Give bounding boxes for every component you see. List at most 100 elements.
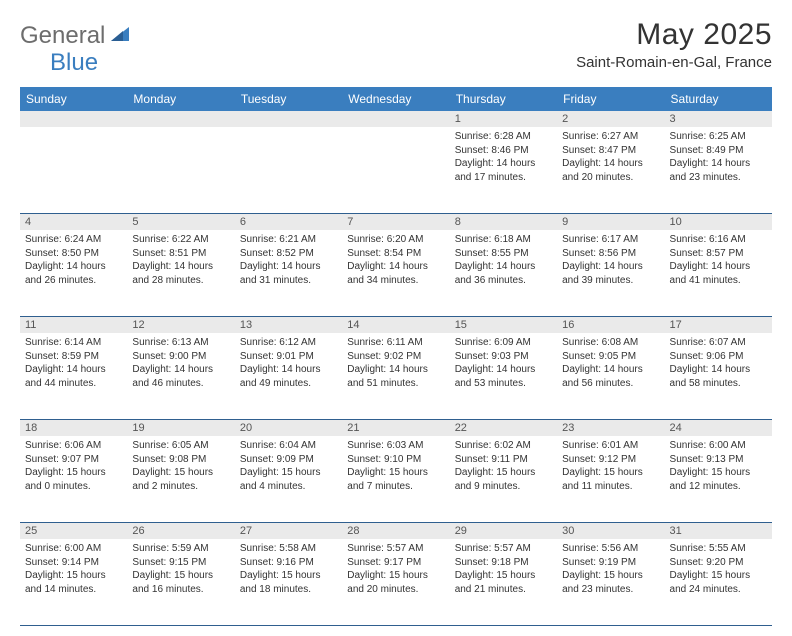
week-row: Sunrise: 6:14 AMSunset: 8:59 PMDaylight:… — [20, 333, 772, 420]
sunset-text: Sunset: 8:55 PM — [455, 247, 552, 261]
day-number: 22 — [450, 420, 557, 436]
daylight-text-2: and 36 minutes. — [455, 274, 552, 288]
brand-mark-icon — [109, 23, 131, 50]
sunset-text: Sunset: 9:18 PM — [455, 556, 552, 570]
daylight-text-1: Daylight: 14 hours — [670, 157, 767, 171]
week-row: Sunrise: 6:00 AMSunset: 9:14 PMDaylight:… — [20, 539, 772, 626]
day-number: 6 — [235, 214, 342, 230]
daylight-text-2: and 9 minutes. — [455, 480, 552, 494]
day-cell: Sunrise: 6:11 AMSunset: 9:02 PMDaylight:… — [342, 333, 449, 419]
daylight-text-2: and 18 minutes. — [240, 583, 337, 597]
daylight-text-2: and 23 minutes. — [670, 171, 767, 185]
sunset-text: Sunset: 9:11 PM — [455, 453, 552, 467]
day-number-row: 25262728293031 — [20, 523, 772, 539]
daylight-text-1: Daylight: 14 hours — [25, 363, 122, 377]
sunrise-text: Sunrise: 6:13 AM — [132, 336, 229, 350]
daylight-text-1: Daylight: 15 hours — [455, 569, 552, 583]
day-cell: Sunrise: 6:25 AMSunset: 8:49 PMDaylight:… — [665, 127, 772, 213]
daylight-text-1: Daylight: 15 hours — [562, 466, 659, 480]
daylight-text-1: Daylight: 15 hours — [132, 569, 229, 583]
sunset-text: Sunset: 8:51 PM — [132, 247, 229, 261]
daylight-text-1: Daylight: 15 hours — [455, 466, 552, 480]
day-number: 13 — [235, 317, 342, 333]
weekday-header-row: SundayMondayTuesdayWednesdayThursdayFrid… — [20, 87, 772, 111]
sunrise-text: Sunrise: 5:58 AM — [240, 542, 337, 556]
daylight-text-2: and 16 minutes. — [132, 583, 229, 597]
sunrise-text: Sunrise: 5:57 AM — [347, 542, 444, 556]
sunrise-text: Sunrise: 6:12 AM — [240, 336, 337, 350]
sunset-text: Sunset: 9:13 PM — [670, 453, 767, 467]
daylight-text-1: Daylight: 14 hours — [670, 260, 767, 274]
daylight-text-1: Daylight: 15 hours — [25, 569, 122, 583]
sunrise-text: Sunrise: 6:02 AM — [455, 439, 552, 453]
sunset-text: Sunset: 9:09 PM — [240, 453, 337, 467]
daylight-text-1: Daylight: 14 hours — [347, 363, 444, 377]
sunset-text: Sunset: 9:12 PM — [562, 453, 659, 467]
sunset-text: Sunset: 9:14 PM — [25, 556, 122, 570]
daylight-text-1: Daylight: 15 hours — [25, 466, 122, 480]
sunset-text: Sunset: 9:17 PM — [347, 556, 444, 570]
sunset-text: Sunset: 8:52 PM — [240, 247, 337, 261]
brand-logo: General — [20, 18, 133, 50]
sunset-text: Sunset: 8:47 PM — [562, 144, 659, 158]
day-number: 9 — [557, 214, 664, 230]
sunrise-text: Sunrise: 6:21 AM — [240, 233, 337, 247]
sunset-text: Sunset: 9:02 PM — [347, 350, 444, 364]
daylight-text-2: and 58 minutes. — [670, 377, 767, 391]
sunset-text: Sunset: 9:16 PM — [240, 556, 337, 570]
sunrise-text: Sunrise: 6:01 AM — [562, 439, 659, 453]
daylight-text-2: and 17 minutes. — [455, 171, 552, 185]
day-number — [127, 111, 234, 127]
sunrise-text: Sunrise: 6:17 AM — [562, 233, 659, 247]
daylight-text-1: Daylight: 14 hours — [562, 363, 659, 377]
sunset-text: Sunset: 8:54 PM — [347, 247, 444, 261]
daylight-text-2: and 39 minutes. — [562, 274, 659, 288]
day-cell: Sunrise: 6:20 AMSunset: 8:54 PMDaylight:… — [342, 230, 449, 316]
day-cell: Sunrise: 5:56 AMSunset: 9:19 PMDaylight:… — [557, 539, 664, 625]
weekday-header: Saturday — [665, 87, 772, 111]
daylight-text-1: Daylight: 14 hours — [455, 157, 552, 171]
sunset-text: Sunset: 8:57 PM — [670, 247, 767, 261]
daylight-text-1: Daylight: 14 hours — [132, 363, 229, 377]
day-cell-empty — [235, 127, 342, 213]
sunset-text: Sunset: 8:46 PM — [455, 144, 552, 158]
day-cell: Sunrise: 6:02 AMSunset: 9:11 PMDaylight:… — [450, 436, 557, 522]
day-number — [20, 111, 127, 127]
sunrise-text: Sunrise: 6:05 AM — [132, 439, 229, 453]
daylight-text-1: Daylight: 14 hours — [240, 363, 337, 377]
daylight-text-1: Daylight: 14 hours — [562, 260, 659, 274]
weekday-header: Wednesday — [342, 87, 449, 111]
sunrise-text: Sunrise: 6:00 AM — [25, 542, 122, 556]
daylight-text-1: Daylight: 15 hours — [347, 466, 444, 480]
day-number: 28 — [342, 523, 449, 539]
sunrise-text: Sunrise: 6:14 AM — [25, 336, 122, 350]
day-cell: Sunrise: 6:00 AMSunset: 9:13 PMDaylight:… — [665, 436, 772, 522]
weekday-header: Sunday — [20, 87, 127, 111]
sunrise-text: Sunrise: 6:16 AM — [670, 233, 767, 247]
daylight-text-2: and 20 minutes. — [562, 171, 659, 185]
day-number: 3 — [665, 111, 772, 127]
sunset-text: Sunset: 9:06 PM — [670, 350, 767, 364]
day-number: 5 — [127, 214, 234, 230]
sunset-text: Sunset: 9:07 PM — [25, 453, 122, 467]
sunrise-text: Sunrise: 5:56 AM — [562, 542, 659, 556]
day-number: 31 — [665, 523, 772, 539]
daylight-text-1: Daylight: 15 hours — [240, 569, 337, 583]
sunrise-text: Sunrise: 6:07 AM — [670, 336, 767, 350]
day-number: 17 — [665, 317, 772, 333]
daylight-text-2: and 7 minutes. — [347, 480, 444, 494]
day-number: 16 — [557, 317, 664, 333]
weekday-header: Tuesday — [235, 87, 342, 111]
day-cell: Sunrise: 6:21 AMSunset: 8:52 PMDaylight:… — [235, 230, 342, 316]
day-number: 21 — [342, 420, 449, 436]
day-number: 8 — [450, 214, 557, 230]
week-row: Sunrise: 6:28 AMSunset: 8:46 PMDaylight:… — [20, 127, 772, 214]
location-label: Saint-Romain-en-Gal, France — [576, 54, 772, 71]
daylight-text-2: and 0 minutes. — [25, 480, 122, 494]
sunset-text: Sunset: 9:00 PM — [132, 350, 229, 364]
day-number: 18 — [20, 420, 127, 436]
sunset-text: Sunset: 8:59 PM — [25, 350, 122, 364]
brand-general: General — [20, 22, 105, 50]
weekday-header: Monday — [127, 87, 234, 111]
daylight-text-2: and 4 minutes. — [240, 480, 337, 494]
